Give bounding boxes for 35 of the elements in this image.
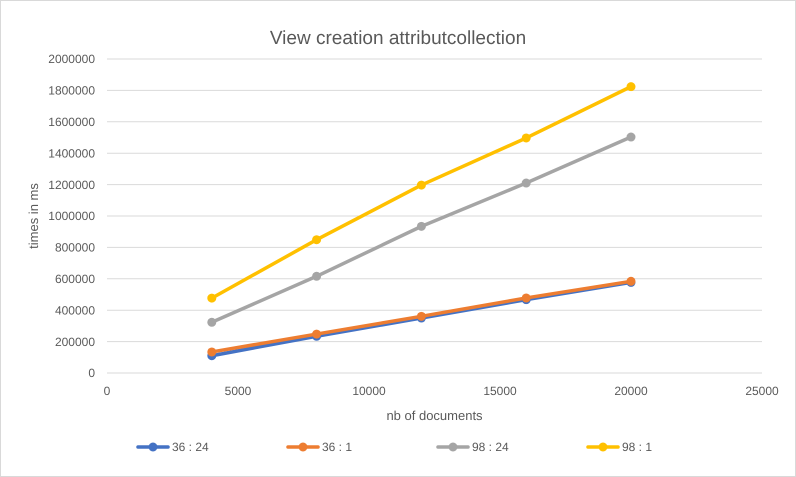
legend-label: 36 : 24 bbox=[172, 440, 210, 454]
legend-label: 98 : 24 bbox=[472, 440, 510, 454]
y-tick-label: 1800000 bbox=[48, 84, 96, 98]
y-tick-label: 1400000 bbox=[48, 146, 96, 160]
x-tick-label: 15000 bbox=[483, 384, 518, 398]
legend-label: 36 : 1 bbox=[322, 440, 352, 454]
y-tick-label: 400000 bbox=[54, 303, 96, 318]
chart-title: View creation attributcollection bbox=[270, 28, 526, 49]
x-axis-title: nb of documents bbox=[386, 408, 484, 423]
point bbox=[522, 133, 531, 142]
y-tick-label: 1000000 bbox=[48, 209, 96, 224]
y-tick-label: 600000 bbox=[54, 272, 96, 286]
y-tick-label: 2000000 bbox=[48, 52, 96, 66]
y-tick-label: 1200000 bbox=[48, 178, 96, 192]
point bbox=[416, 180, 426, 190]
x-tick-label: 5000 bbox=[224, 384, 252, 398]
point bbox=[312, 272, 322, 281]
point bbox=[207, 347, 216, 356]
point bbox=[416, 222, 426, 231]
point bbox=[522, 178, 531, 188]
point bbox=[626, 82, 636, 92]
point bbox=[312, 235, 322, 244]
point bbox=[207, 294, 216, 303]
y-axis-title: times in ms bbox=[26, 182, 41, 249]
x-tick-label: 10000 bbox=[352, 384, 386, 398]
y-tick-label: 1600000 bbox=[48, 115, 96, 129]
y-tick-label: 0 bbox=[88, 366, 96, 380]
x-tick-label: 0 bbox=[104, 384, 111, 398]
x-tick-label: 25000 bbox=[745, 384, 780, 398]
y-tick-label: 200000 bbox=[54, 334, 96, 349]
legend-label: 98 : 1 bbox=[622, 440, 652, 454]
x-tick-label: 20000 bbox=[614, 384, 648, 398]
point bbox=[626, 132, 636, 142]
point bbox=[207, 318, 216, 327]
y-tick-label: 800000 bbox=[54, 240, 96, 255]
